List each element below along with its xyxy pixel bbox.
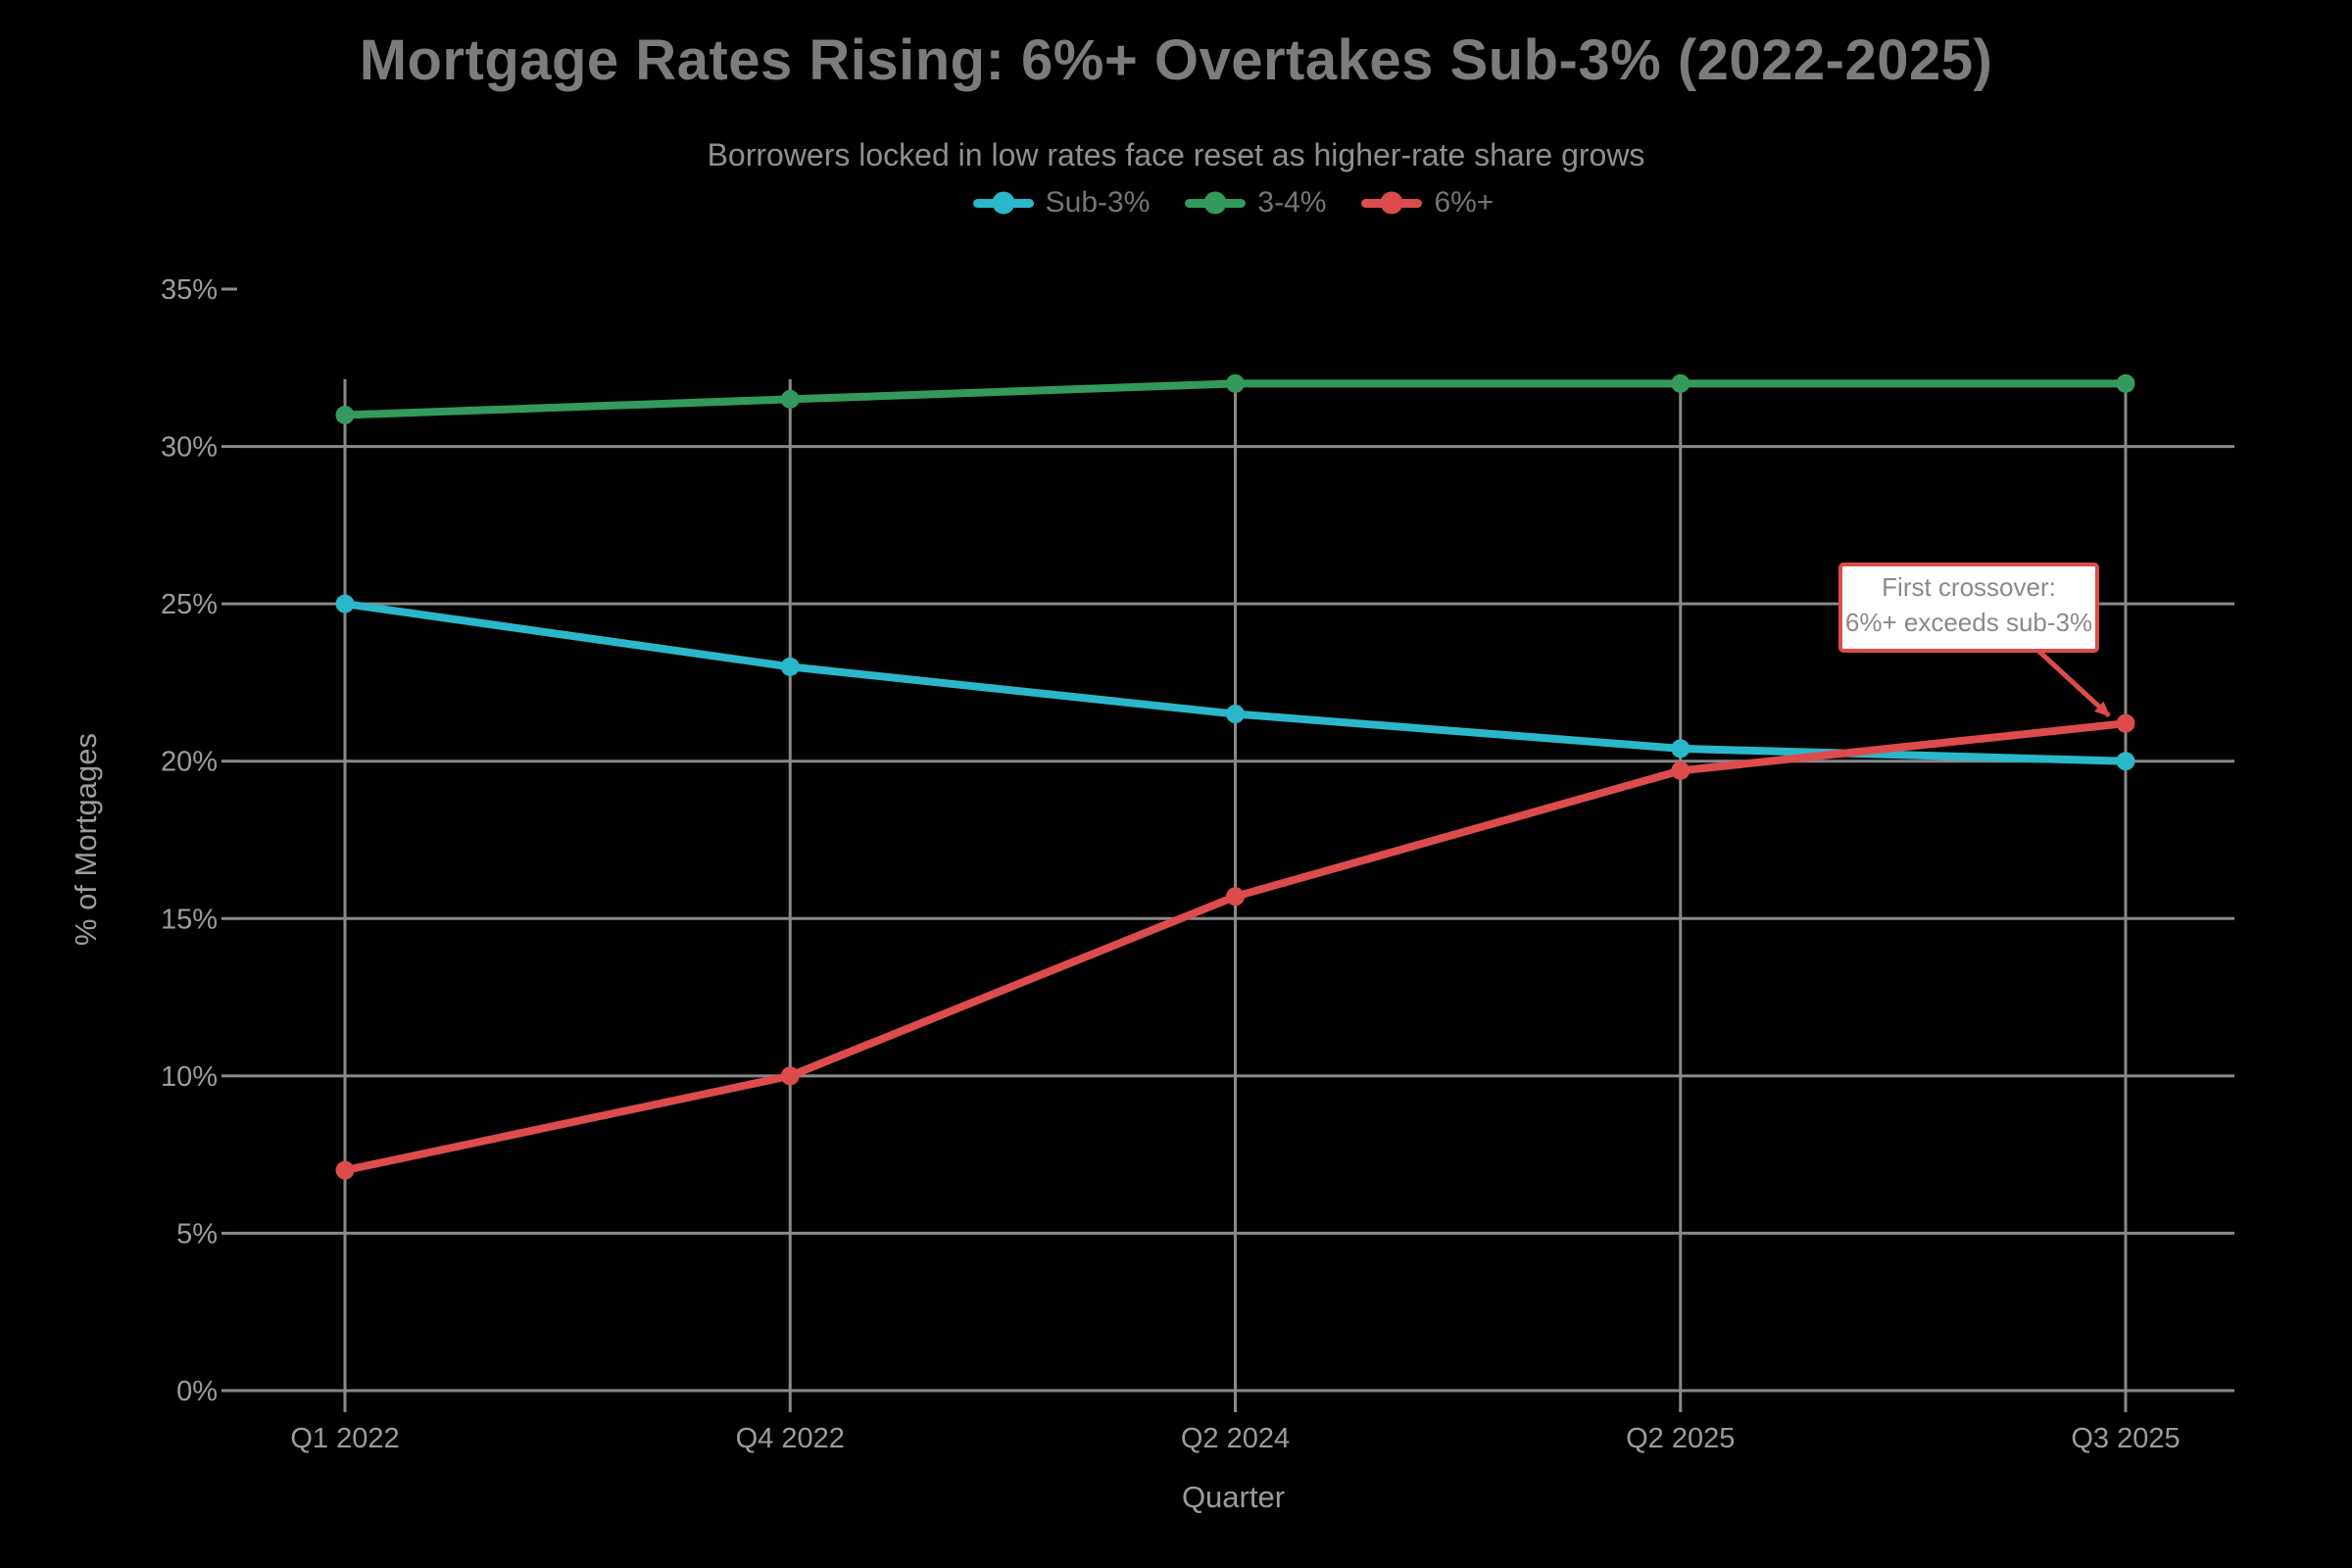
legend-dot-icon: [1203, 191, 1227, 215]
data-point-6-q2-2024[interactable]: [1226, 887, 1245, 906]
legend-dot-icon: [992, 191, 1015, 215]
annotation-text-line2: 6%+ exceeds sub-3%: [1845, 608, 2092, 637]
chart-subtitle: Borrowers locked in low rates face reset…: [707, 137, 1645, 172]
legend: Sub-3% 3-4% 6%+: [232, 182, 2234, 223]
y-tick-label-30: 30%: [161, 432, 218, 464]
data-point-3-4-q1-2022[interactable]: [335, 405, 355, 424]
annotation-arrow: [2036, 649, 2111, 718]
legend-item-3-4[interactable]: 3-4%: [1185, 186, 1326, 220]
y-tick-label-5: 5%: [176, 1218, 218, 1250]
legend-item-sub-3[interactable]: Sub-3%: [972, 186, 1151, 220]
data-point-3-4-q2-2025[interactable]: [1671, 373, 1690, 393]
data-point-3-4-q2-2024[interactable]: [1226, 373, 1245, 393]
data-point-sub-3-q3-2025[interactable]: [2116, 752, 2135, 771]
data-point-6-q3-2025[interactable]: [2116, 713, 2135, 733]
data-point-6-q2-2025[interactable]: [1671, 760, 1690, 780]
annotation-text-line1: First crossover:: [1882, 572, 2056, 602]
data-point-sub-3-q2-2024[interactable]: [1226, 705, 1245, 724]
x-tick-label-q3-2025: Q3 2025: [2071, 1423, 2180, 1454]
legend-label-6: 6%+: [1434, 186, 1494, 219]
y-tick-label-15: 15%: [161, 904, 218, 935]
x-axis-title: Quarter: [1181, 1480, 1286, 1514]
x-tick-label-q2-2025: Q2 2025: [1626, 1423, 1735, 1454]
data-point-sub-3-q2-2025[interactable]: [1671, 739, 1690, 759]
x-tick-label-q4-2022: Q4 2022: [736, 1423, 845, 1454]
legend-marker-sub-3: [972, 191, 1034, 215]
series-6: [335, 713, 2135, 1180]
data-point-sub-3-q4-2022[interactable]: [780, 657, 800, 676]
legend-dot-icon: [1380, 191, 1403, 215]
chart-title: Mortgage Rates Rising: 6%+ Overtakes Sub…: [359, 28, 1993, 92]
data-point-sub-3-q1-2022[interactable]: [335, 594, 355, 613]
gridlines: 0% 5% 10% 15% 20% 25% 30% 35% Q1 2022 Q4 2022 Q2 2…: [161, 274, 2234, 1454]
legend-marker-3-4: [1185, 191, 1247, 215]
y-tick-label-20: 20%: [161, 747, 218, 778]
legend-marker-6: [1361, 191, 1423, 215]
data-point-3-4-q4-2022[interactable]: [780, 389, 800, 409]
x-tick-label-q1-2022: Q1 2022: [290, 1423, 399, 1454]
data-point-6-q4-2022[interactable]: [780, 1066, 800, 1086]
annotation-first-crossover: First crossover: 6%+ exceeds sub-3%: [1838, 563, 2111, 718]
data-point-3-4-q3-2025[interactable]: [2116, 373, 2135, 393]
series-3-4: [335, 373, 2135, 424]
legend-item-6[interactable]: 6%+: [1361, 186, 1494, 220]
legend-label-3-4: 3-4%: [1257, 186, 1327, 219]
y-tick-label-25: 25%: [161, 589, 218, 620]
annotation-box: [1838, 563, 2099, 653]
x-tick-label-q2-2024: Q2 2024: [1181, 1423, 1290, 1454]
y-tick-label-0: 0%: [176, 1376, 218, 1407]
data-point-6-q1-2022[interactable]: [335, 1160, 355, 1180]
y-tick-label-35: 35%: [161, 274, 218, 306]
legend-label-sub-3: Sub-3%: [1045, 186, 1151, 219]
y-tick-label-10: 10%: [161, 1061, 218, 1093]
